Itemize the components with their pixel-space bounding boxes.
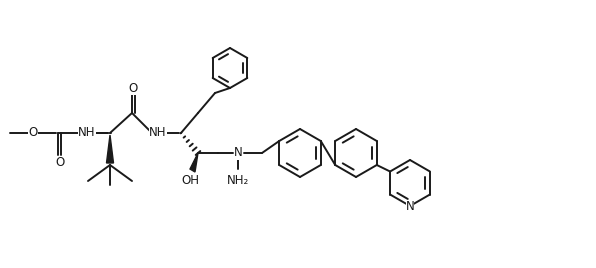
Polygon shape <box>190 153 198 172</box>
Text: NH: NH <box>78 126 96 140</box>
Text: NH: NH <box>149 126 167 140</box>
Text: O: O <box>29 126 38 140</box>
Text: NH₂: NH₂ <box>227 174 249 188</box>
Text: N: N <box>234 147 243 159</box>
Text: OH: OH <box>181 174 199 188</box>
Text: N: N <box>406 200 414 214</box>
Polygon shape <box>107 135 113 163</box>
Text: O: O <box>55 155 64 169</box>
Text: O: O <box>128 81 138 95</box>
